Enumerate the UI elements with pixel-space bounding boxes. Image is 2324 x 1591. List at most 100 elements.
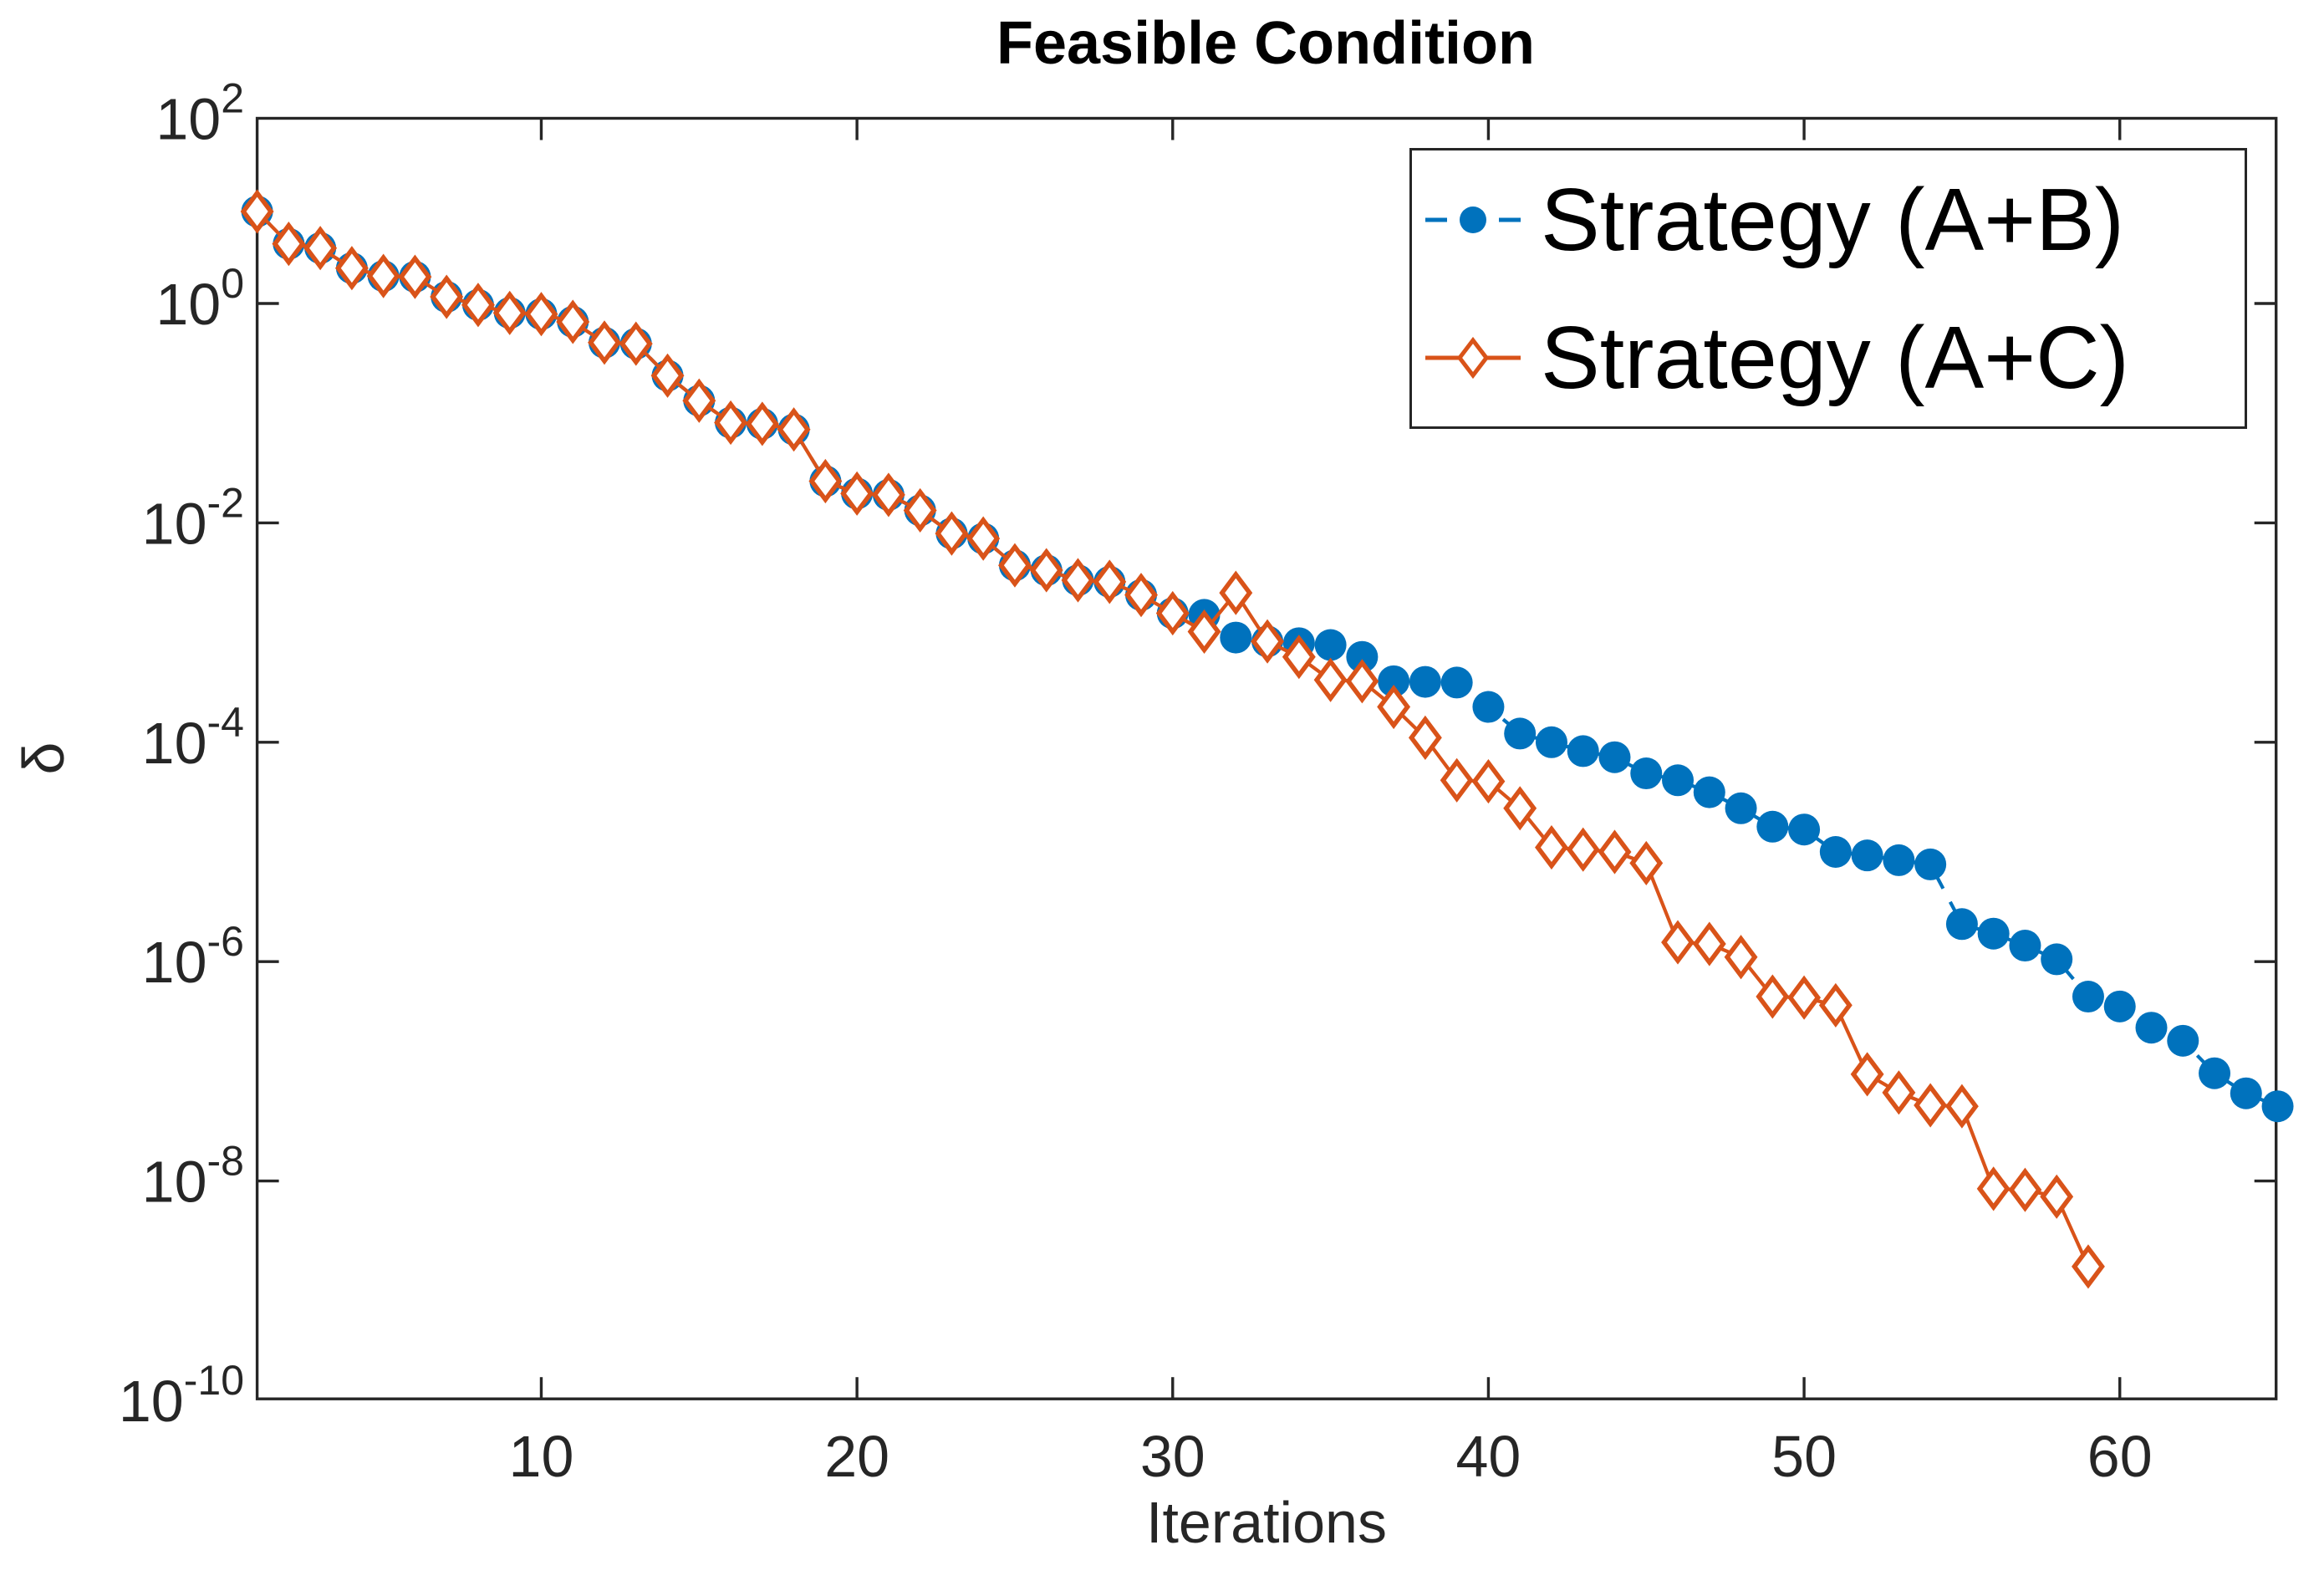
series-marker-strategy-a-plus-c (1818, 982, 1853, 1028)
series-marker-strategy-a-plus-c (1313, 657, 1348, 702)
chart-title: Feasible Condition (996, 10, 1536, 77)
series-marker-strategy-a-plus-b (1693, 776, 1725, 808)
series-marker-strategy-a-plus-c (461, 283, 495, 328)
series-marker-strategy-a-plus-c (1566, 827, 1600, 872)
legend-label-strategy-a-plus-c: Strategy (A+C) (1541, 308, 2129, 407)
series-marker-strategy-a-plus-c (2008, 1167, 2042, 1212)
series-marker-strategy-a-plus-b (1756, 810, 1789, 843)
series-marker-strategy-a-plus-b (1945, 908, 1978, 941)
series-marker-strategy-a-plus-c (1251, 619, 1285, 664)
y-tick-label: 102 (155, 75, 244, 152)
series-marker-strategy-a-plus-b (1662, 764, 1695, 797)
series-marker-strategy-a-plus-c (492, 290, 527, 335)
series-marker-strategy-a-plus-c (1377, 684, 1411, 730)
series-marker-strategy-a-plus-c (240, 189, 274, 234)
y-tick-label: 10-4 (142, 699, 244, 776)
series-marker-strategy-a-plus-c (430, 274, 464, 319)
series-marker-strategy-a-plus-c (1408, 715, 1442, 760)
series-marker-strategy-a-plus-c (1661, 920, 1695, 965)
x-tick-label: 40 (1455, 1424, 1521, 1489)
y-tick-label: 10-8 (142, 1138, 244, 1215)
x-tick-label: 60 (2087, 1424, 2153, 1489)
series-marker-strategy-a-plus-b (2072, 981, 2104, 1013)
series-marker-strategy-a-plus-c (1093, 559, 1127, 604)
series-marker-strategy-a-plus-c (903, 487, 937, 533)
series-marker-strategy-a-plus-c (1440, 757, 1474, 803)
series-marker-strategy-a-plus-c (1787, 975, 1822, 1020)
series-marker-strategy-a-plus-c (998, 543, 1032, 588)
series-marker-strategy-a-plus-c (556, 299, 590, 344)
y-tick-label: 10-10 (119, 1357, 244, 1434)
series-marker-strategy-a-plus-c (1155, 590, 1190, 636)
series-marker-strategy-a-plus-b (2009, 930, 2041, 962)
series-marker-strategy-a-plus-c (1976, 1166, 2011, 1211)
series-marker-strategy-a-plus-c (398, 254, 432, 299)
series-marker-strategy-a-plus-b (1378, 665, 1410, 697)
series-marker-strategy-a-plus-c (808, 458, 843, 504)
series-marker-strategy-a-plus-b (1314, 629, 1347, 661)
series-marker-strategy-a-plus-c (619, 321, 653, 366)
series-marker-strategy-a-plus-c (714, 400, 748, 446)
series-marker-strategy-a-plus-b (1630, 757, 1663, 790)
series-marker-strategy-a-plus-b (1535, 726, 1567, 758)
x-tick-label: 10 (509, 1424, 574, 1489)
series-marker-strategy-a-plus-c (1503, 786, 1537, 831)
series-marker-strategy-a-plus-b (1851, 839, 1883, 872)
series-marker-strategy-a-plus-c (1944, 1084, 1979, 1129)
plot-box (255, 116, 2278, 1400)
series-marker-strategy-a-plus-c (840, 471, 874, 516)
legend-label-strategy-a-plus-b: Strategy (A+B) (1541, 170, 2125, 269)
y-tick-label: 100 (155, 260, 244, 337)
series-marker-strategy-a-plus-b (1788, 813, 1821, 846)
y-tick-label: 10-6 (142, 918, 244, 995)
series-marker-strategy-a-plus-c (1756, 974, 1790, 1019)
x-tick-label: 20 (824, 1424, 889, 1489)
series-marker-strategy-a-plus-b (1914, 848, 1947, 880)
series-marker-strategy-a-plus-c (1345, 659, 1379, 704)
series-marker-strategy-a-plus-b (1725, 792, 1757, 824)
x-tick-label: 30 (1140, 1424, 1205, 1489)
series-marker-strategy-a-plus-c (1882, 1070, 1916, 1115)
series-marker-strategy-a-plus-c (1629, 840, 1664, 886)
series-marker-strategy-a-plus-c (935, 511, 969, 556)
series-marker-strategy-a-plus-c (303, 226, 338, 271)
legend-sample-dashed-circle-icon (1425, 206, 1521, 233)
series-marker-strategy-a-plus-b (1883, 844, 1915, 876)
series-marker-strategy-a-plus-b (1819, 836, 1852, 868)
series-marker-strategy-a-plus-c (1219, 570, 1253, 615)
series-marker-strategy-a-plus-b (1346, 640, 1379, 673)
x-axis-label: Iterations (1146, 1490, 1387, 1555)
series-marker-strategy-a-plus-c (966, 516, 1001, 561)
legend: Strategy (A+B) Strategy (A+C) (1409, 148, 2247, 429)
series-marker-strategy-a-plus-c (777, 407, 811, 452)
series-marker-strategy-a-plus-b (2261, 1090, 2294, 1123)
legend-item-strategy-a-plus-b: Strategy (A+B) (1424, 153, 2245, 287)
legend-item-strategy-a-plus-c: Strategy (A+C) (1424, 291, 2245, 425)
y-axis-label: δ (11, 742, 76, 775)
series-marker-strategy-a-plus-c (2040, 1174, 2074, 1219)
series-marker-strategy-a-plus-c (1029, 548, 1063, 593)
series-marker-strategy-a-plus-c (272, 222, 306, 267)
x-tick-label: 50 (1771, 1424, 1837, 1489)
series-marker-strategy-a-plus-c (1282, 635, 1316, 680)
series-marker-strategy-a-plus-b (2167, 1024, 2199, 1057)
series-marker-strategy-a-plus-c (1061, 558, 1095, 603)
series-marker-strategy-a-plus-b (2199, 1057, 2231, 1089)
series-marker-strategy-a-plus-c (366, 253, 400, 298)
series-marker-strategy-a-plus-c (334, 246, 369, 291)
series-marker-strategy-a-plus-c (1471, 758, 1506, 804)
series-marker-strategy-a-plus-c (1850, 1052, 1884, 1097)
series-marker-strategy-a-plus-c (650, 353, 685, 398)
series-marker-strategy-a-plus-c (1535, 824, 1568, 870)
series-marker-strategy-a-plus-c (871, 472, 905, 518)
series-marker-strategy-a-plus-c (2072, 1244, 2105, 1289)
series-marker-strategy-a-plus-b (1977, 917, 2010, 950)
series-marker-strategy-a-plus-c (1187, 609, 1221, 655)
series-marker-strategy-a-plus-c (524, 292, 558, 337)
series-marker-strategy-a-plus-b (1440, 666, 1473, 699)
y-tick-label: 10-2 (142, 479, 244, 556)
legend-sample-solid-diamond-icon (1425, 336, 1521, 379)
series-marker-strategy-a-plus-c (1692, 921, 1726, 966)
